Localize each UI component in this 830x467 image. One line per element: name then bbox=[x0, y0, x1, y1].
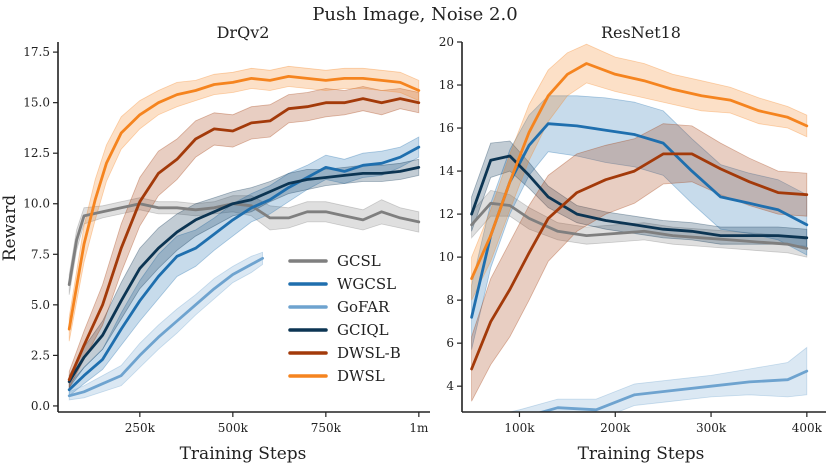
y-tick-label: 8 bbox=[446, 293, 454, 307]
band-dwsl-resnet18 bbox=[471, 43, 808, 301]
line-gciql-resnet18 bbox=[470, 154, 809, 240]
legend-label: GCIQL bbox=[337, 321, 389, 339]
y-tick-label: 18 bbox=[439, 78, 454, 92]
x-tick-label: 100k bbox=[504, 421, 535, 435]
band-dwsl-b-drqv2 bbox=[68, 86, 420, 388]
x-tick-label: 250k bbox=[125, 421, 156, 435]
line-gciql-drqv2 bbox=[67, 165, 421, 384]
chart-resnet18: ResNet18 100k 200k 300k 400k 4 6 8 10 12 14 16 18 20… bbox=[439, 23, 826, 464]
legend: GCSL WGCSL GoFAR GCIQL DWSL-B DWSL bbox=[288, 252, 401, 385]
ticks-drqv2: 250k 500k 750k 1m 0.0 2.5 5.0 7.5 10.0 12.5 15.0 17… bbox=[23, 45, 429, 435]
legend-label: DWSL bbox=[337, 367, 385, 385]
line-wgcsl-drqv2 bbox=[67, 145, 421, 392]
legend-label: WGCSL bbox=[337, 275, 396, 293]
x-tick-label: 400k bbox=[792, 421, 823, 435]
y-tick-label: 12.5 bbox=[23, 146, 50, 160]
y-tick-label: 12 bbox=[439, 207, 454, 221]
y-tick-label: 20 bbox=[439, 35, 454, 49]
y-tick-label: 4 bbox=[446, 379, 454, 393]
legend-label: DWSL-B bbox=[337, 344, 401, 362]
x-axis-label-drqv2: Training Steps bbox=[180, 444, 307, 464]
y-tick-label: 2.5 bbox=[31, 348, 50, 362]
axes-drqv2 bbox=[57, 42, 430, 413]
y-tick-label: 14 bbox=[439, 164, 455, 178]
x-tick-label: 200k bbox=[600, 421, 631, 435]
legend-item-wgcsl: WGCSL bbox=[288, 275, 396, 293]
y-tick-label: 10.0 bbox=[23, 197, 50, 211]
axes-resnet18 bbox=[461, 42, 826, 413]
band-dwsl-b-resnet18 bbox=[471, 123, 808, 402]
chart-title-drqv2: DrQv2 bbox=[217, 23, 270, 42]
y-tick-label: 5.0 bbox=[31, 298, 50, 312]
legend-item-dwsl-b: DWSL-B bbox=[288, 344, 401, 362]
legend-item-gciql: GCIQL bbox=[288, 321, 389, 339]
y-tick-label: 6 bbox=[446, 336, 454, 350]
series-lines-drqv2 bbox=[67, 75, 421, 398]
y-tick-label: 0.0 bbox=[31, 399, 50, 413]
y-tick-label: 10 bbox=[439, 250, 454, 264]
x-tick-label: 500k bbox=[218, 421, 249, 435]
legend-item-gofar: GoFAR bbox=[288, 298, 390, 316]
line-gcsl-resnet18 bbox=[470, 201, 809, 250]
y-tick-label: 15.0 bbox=[23, 96, 50, 110]
chart-title-resnet18: ResNet18 bbox=[601, 23, 681, 42]
line-gofar-resnet18 bbox=[537, 369, 809, 412]
line-dwsl-resnet18 bbox=[470, 62, 809, 281]
x-tick-label: 750k bbox=[311, 421, 342, 435]
band-gofar-resnet18 bbox=[507, 346, 808, 412]
y-tick-label: 17.5 bbox=[23, 45, 50, 59]
figure-title: Push Image, Noise 2.0 bbox=[312, 4, 517, 25]
series-lines-resnet18 bbox=[470, 62, 809, 412]
line-dwsl-drqv2 bbox=[67, 75, 421, 331]
chart-drqv2: DrQv2 250k 500k 750k 1m 0.0 2.5 5.0 7.5 10.0 12.5… bbox=[0, 23, 430, 464]
legend-label: GoFAR bbox=[337, 298, 390, 316]
band-gcsl-drqv2 bbox=[68, 195, 420, 295]
legend-label: GCSL bbox=[337, 252, 381, 270]
line-gofar-drqv2 bbox=[67, 256, 265, 398]
line-dwsl-b-resnet18 bbox=[470, 152, 809, 371]
band-dwsl-drqv2 bbox=[68, 65, 420, 342]
band-wgcsl-resnet18 bbox=[471, 95, 808, 350]
y-tick-label: 7.5 bbox=[31, 247, 50, 261]
legend-item-gcsl: GCSL bbox=[288, 252, 381, 270]
x-tick-label: 1m bbox=[409, 421, 429, 435]
legend-item-dwsl: DWSL bbox=[288, 367, 385, 385]
x-tick-label: 300k bbox=[696, 421, 727, 435]
y-tick-label: 16 bbox=[439, 121, 454, 135]
y-axis-label-drqv2: Reward bbox=[0, 195, 20, 262]
ticks-resnet18: 100k 200k 300k 400k 4 6 8 10 12 14 16 18 20 bbox=[439, 35, 823, 435]
line-dwsl-b-drqv2 bbox=[67, 97, 421, 382]
x-axis-label-resnet18: Training Steps bbox=[578, 444, 705, 464]
